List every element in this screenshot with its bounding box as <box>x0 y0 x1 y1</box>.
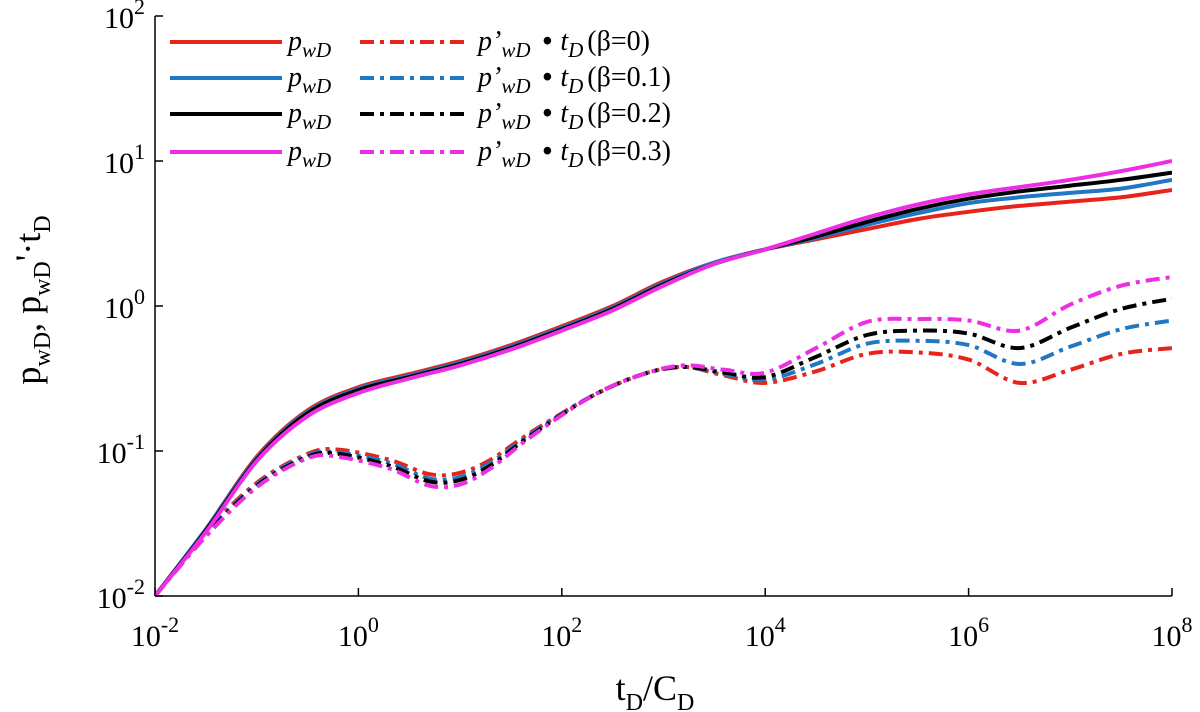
legend-dash-label: p’wD • tD (β=0.2) <box>476 98 671 134</box>
y-tick-label: 100 <box>104 284 145 325</box>
legend: pwD p’wD • tD (β=0) pwD p’wD • tD (β=0.1) pwD p’wD •… <box>170 26 671 172</box>
series-line-6 <box>155 159 1172 596</box>
legend-dash-label: p’wD • tD (β=0.3) <box>476 136 671 172</box>
legend-solid-label: pwD <box>286 136 331 172</box>
series-line-7 <box>155 275 1172 596</box>
y-axis-title: pwD, pwD'·tD <box>8 215 56 384</box>
legend-row-3: pwD p’wD • tD (β=0.3) <box>170 136 671 172</box>
x-tick-label: 10-2 <box>131 612 179 653</box>
legend-solid-label: pwD <box>286 98 331 134</box>
series-line-5 <box>155 296 1172 596</box>
x-tick-label: 106 <box>948 612 989 653</box>
series-line-2 <box>155 177 1172 596</box>
legend-dash-label: p’wD • tD (β=0.1) <box>476 62 671 98</box>
legend-solid-label: pwD <box>286 62 331 98</box>
series-line-1 <box>155 346 1172 596</box>
x-tick-label: 108 <box>1152 612 1193 653</box>
x-tick-label: 100 <box>338 612 379 653</box>
legend-row-0: pwD p’wD • tD (β=0) <box>170 26 650 62</box>
x-axis-title: tD/CD <box>616 668 695 712</box>
legend-row-2: pwD p’wD • tD (β=0.2) <box>170 98 671 134</box>
legend-solid-label: pwD <box>286 26 331 62</box>
y-tick-label: 10-1 <box>97 429 145 470</box>
y-tick-label: 10-2 <box>97 574 145 615</box>
x-tick-label: 104 <box>745 612 786 653</box>
ticks: 10-2 100 102 104 106 108 10-2 10-1 100 101 102 <box>97 0 1193 653</box>
legend-dash-label: p’wD • tD (β=0) <box>476 26 650 62</box>
series-line-0 <box>155 188 1172 596</box>
y-tick-label: 102 <box>104 0 145 35</box>
curves <box>155 159 1172 596</box>
legend-row-1: pwD p’wD • tD (β=0.1) <box>170 62 671 98</box>
x-tick-label: 102 <box>541 612 582 653</box>
y-tick-label: 101 <box>104 139 145 180</box>
series-line-3 <box>155 318 1172 596</box>
